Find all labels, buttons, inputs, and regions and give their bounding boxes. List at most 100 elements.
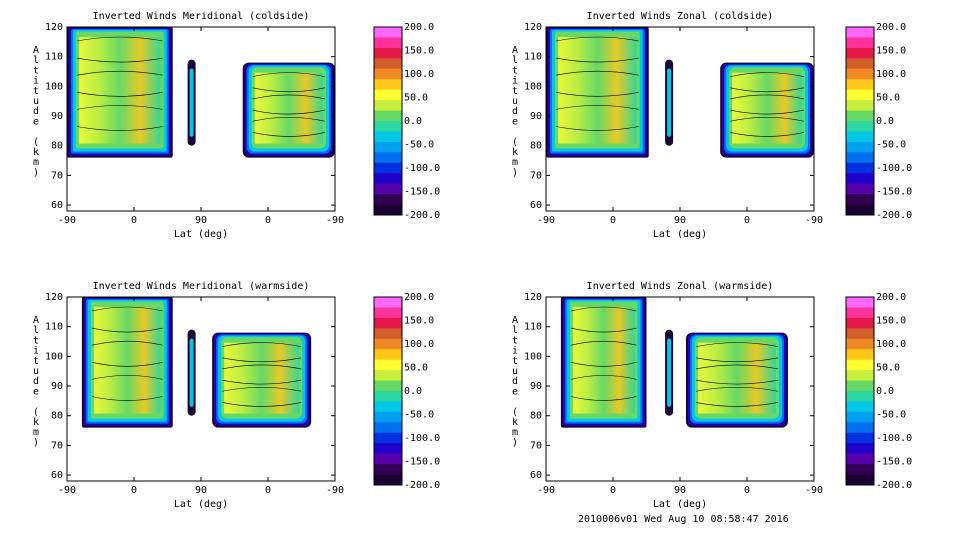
contour-line (570, 361, 637, 367)
contour-band-2-core (732, 72, 802, 144)
colorbar-label: 200.0 (404, 292, 434, 303)
colorbar-swatch (374, 58, 402, 70)
contour-line (222, 387, 302, 392)
contour-line (76, 126, 163, 131)
colorbar-swatch (374, 173, 402, 185)
y-axis-label-char: ) (33, 437, 39, 448)
contour-band-2-core (224, 342, 300, 414)
colorbar-swatch (374, 110, 402, 122)
colorbar-swatch (846, 453, 874, 465)
y-tick-label: 80 (51, 411, 63, 422)
y-axis-label-char: t (512, 335, 518, 346)
y-tick-label: 70 (530, 440, 542, 451)
colorbar-label: 150.0 (876, 46, 906, 57)
colorbar-label: 200.0 (876, 292, 906, 303)
colorbar-swatch (846, 464, 874, 476)
x-axis-label: Lat (deg) (653, 499, 707, 510)
y-tick-label: 110 (45, 322, 63, 333)
contour-line (252, 72, 326, 77)
contour-band-1-core (79, 37, 161, 144)
contour-line (252, 117, 326, 122)
y-axis-label-char: m (512, 427, 518, 438)
colorbar-label: -50.0 (876, 410, 906, 421)
contour-line (695, 357, 779, 363)
contour-line (91, 396, 163, 401)
colorbar-label: -150.0 (876, 457, 912, 468)
colorbar-swatch (846, 432, 874, 444)
colorbar-label: -100.0 (404, 163, 440, 174)
y-tick-label: 60 (51, 470, 63, 481)
colorbar-frame (373, 296, 403, 486)
contour-line (555, 91, 639, 97)
y-axis-label-char: e (512, 386, 518, 397)
colorbar-swatch (374, 349, 402, 361)
x-axis-label: Lat (deg) (653, 229, 707, 240)
colorbar-label: 150.0 (404, 46, 434, 57)
y-axis-label-char: ) (512, 167, 518, 178)
colorbar-swatch (846, 173, 874, 185)
contour-line (222, 357, 302, 363)
x-tick-label: 0 (744, 215, 750, 226)
colorbar-label: -200.0 (876, 210, 912, 221)
contour-line (570, 340, 637, 346)
contour-line (570, 306, 637, 312)
y-tick-label: 100 (524, 81, 542, 92)
y-tick-label: 90 (51, 111, 63, 122)
contour-line (730, 117, 805, 122)
contour-line (91, 375, 163, 380)
y-axis-label-char: A (33, 315, 39, 326)
contour-line (695, 379, 779, 385)
colorbar-swatch (846, 79, 874, 91)
colorbar-label: -50.0 (876, 140, 906, 151)
y-axis-label-char: m (33, 157, 39, 168)
colorbar-swatch (374, 183, 402, 195)
y-axis-label-char: l (33, 325, 39, 336)
colorbar-swatch (846, 162, 874, 174)
colorbar-swatch (374, 100, 402, 112)
x-tick-label: 0 (131, 485, 137, 496)
colorbar-label: -150.0 (404, 457, 440, 468)
contour-line (91, 340, 163, 346)
colorbar-swatch (374, 204, 402, 216)
x-tick-label: -90 (58, 485, 76, 496)
colorbar-label: 0.0 (404, 386, 422, 397)
contour-line (252, 109, 326, 115)
contour-band-1-core (572, 307, 635, 414)
x-tick-label: 0 (610, 485, 616, 496)
contour-line (222, 402, 302, 407)
y-axis-label-char: ( (33, 137, 39, 148)
y-axis-label-char: t (33, 335, 39, 346)
y-axis-label-char: e (33, 386, 39, 397)
chart-title: Inverted Winds Zonal (coldside) (587, 11, 774, 22)
contour-band-2-core (254, 72, 323, 144)
contour-line (730, 87, 805, 93)
contour-line (222, 379, 302, 385)
colorbar-swatch (846, 411, 874, 423)
colorbar: 200.0 150.0 100.0 50.0 0.0 -50.0 -100.0 -150.0 -… (373, 22, 440, 221)
colorbar-swatch (374, 131, 402, 143)
colorbar-swatch (846, 297, 874, 308)
contour-strip-core (667, 68, 672, 137)
contour-line (555, 126, 639, 131)
colorbar-swatch (374, 89, 402, 101)
contour-line (695, 386, 779, 392)
x-tick-label: 0 (610, 215, 616, 226)
y-axis-label-char: u (512, 96, 518, 107)
contour-line (555, 57, 639, 63)
colorbar: 200.0 150.0 100.0 50.0 0.0 -50.0 -100.0 -150.0 -… (373, 292, 440, 491)
y-tick-label: 100 (524, 351, 542, 362)
contour-line (91, 361, 163, 367)
contour-line (695, 402, 779, 407)
x-tick-label: -90 (805, 215, 823, 226)
y-axis-label-char: m (512, 157, 518, 168)
colorbar-swatch (846, 152, 874, 164)
colorbar-label: 50.0 (876, 363, 900, 374)
colorbar-frame (373, 26, 403, 216)
y-tick-label: 110 (524, 52, 542, 63)
y-axis-label-char: t (33, 356, 39, 367)
colorbar-label: 50.0 (876, 93, 900, 104)
colorbar-swatch (846, 89, 874, 101)
y-axis-label-char: i (33, 346, 39, 357)
